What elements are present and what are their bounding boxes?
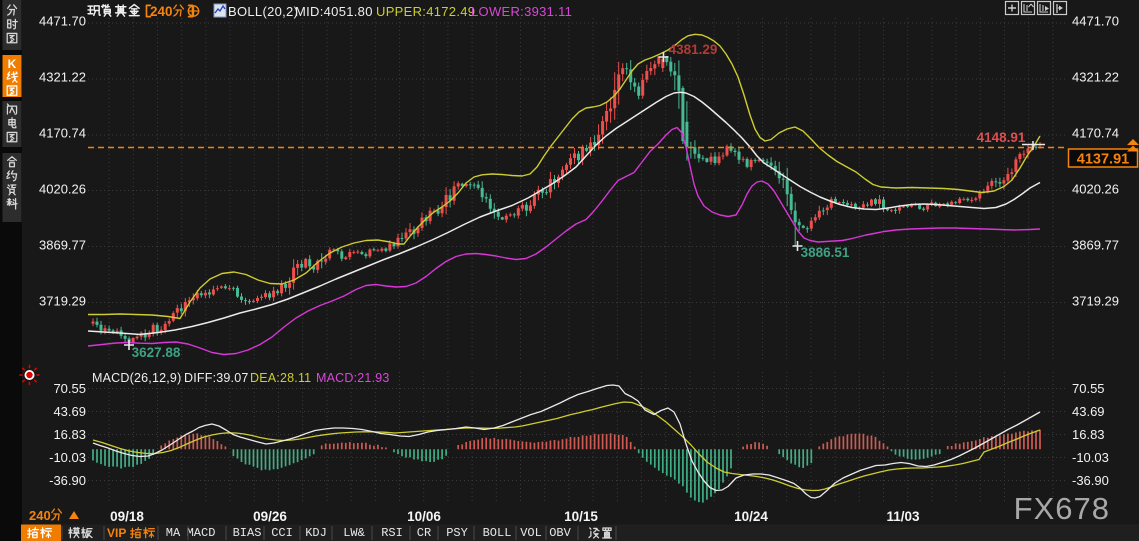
svg-text:3719.29: 3719.29 — [1072, 294, 1119, 309]
svg-text:UPPER:4172.49: UPPER:4172.49 — [376, 4, 475, 19]
svg-text:DIFF:39.07: DIFF:39.07 — [184, 371, 249, 385]
svg-text:240: 240 — [150, 4, 173, 19]
svg-text:3869.77: 3869.77 — [39, 238, 86, 253]
svg-text:3719.29: 3719.29 — [39, 294, 86, 309]
svg-text:-36.90: -36.90 — [1072, 473, 1109, 488]
svg-text:DEA:28.11: DEA:28.11 — [250, 371, 311, 385]
svg-text:4381.29: 4381.29 — [669, 42, 718, 57]
svg-text:43.69: 43.69 — [53, 404, 86, 419]
svg-text:VOL: VOL — [520, 526, 542, 540]
svg-text:4137.91: 4137.91 — [1077, 152, 1129, 168]
svg-text:3627.88: 3627.88 — [132, 345, 181, 360]
svg-text:4471.70: 4471.70 — [1072, 14, 1119, 29]
svg-text:4321.22: 4321.22 — [39, 70, 86, 85]
svg-text:4170.74: 4170.74 — [1072, 126, 1119, 141]
svg-text:K: K — [8, 57, 17, 71]
svg-text:09/18: 09/18 — [110, 509, 144, 524]
svg-text:BOLL(20,2): BOLL(20,2) — [228, 4, 298, 19]
svg-text:70.55: 70.55 — [53, 381, 86, 396]
svg-text:4148.91: 4148.91 — [977, 130, 1026, 145]
svg-text:4020.26: 4020.26 — [1072, 182, 1119, 197]
svg-text:4170.74: 4170.74 — [39, 126, 86, 141]
svg-text:-10.03: -10.03 — [49, 450, 86, 465]
svg-text:4471.70: 4471.70 — [39, 14, 86, 29]
svg-text:10/06: 10/06 — [407, 509, 441, 524]
svg-text:VIP: VIP — [107, 526, 126, 540]
svg-text:MA: MA — [166, 526, 181, 540]
svg-text:10/15: 10/15 — [564, 509, 598, 524]
svg-text:BOLL: BOLL — [483, 526, 512, 540]
svg-text:10/24: 10/24 — [734, 509, 768, 524]
svg-text:CCI: CCI — [271, 526, 293, 540]
svg-text:240: 240 — [29, 508, 51, 523]
svg-text:09/26: 09/26 — [253, 509, 287, 524]
svg-text:BIAS: BIAS — [233, 526, 262, 540]
svg-text:CR: CR — [417, 526, 431, 540]
svg-text:4020.26: 4020.26 — [39, 182, 86, 197]
svg-text:-10.03: -10.03 — [1072, 450, 1109, 465]
svg-text:11/03: 11/03 — [886, 509, 920, 524]
svg-text:OBV: OBV — [549, 526, 571, 540]
svg-text:43.69: 43.69 — [1072, 404, 1105, 419]
svg-text:LW&: LW& — [343, 526, 365, 540]
svg-text:MACD(26,12,9): MACD(26,12,9) — [92, 371, 181, 385]
svg-text:16.83: 16.83 — [1072, 427, 1105, 442]
svg-text:70.55: 70.55 — [1072, 381, 1105, 396]
svg-text:MID:4051.80: MID:4051.80 — [295, 4, 373, 19]
svg-text:3886.51: 3886.51 — [801, 245, 850, 260]
svg-text:16.83: 16.83 — [53, 427, 86, 442]
svg-text:LOWER:3931.11: LOWER:3931.11 — [471, 4, 572, 19]
svg-text:PSY: PSY — [446, 526, 468, 540]
svg-text:KDJ: KDJ — [305, 526, 327, 540]
svg-text:-36.90: -36.90 — [49, 473, 86, 488]
svg-text:3869.77: 3869.77 — [1072, 238, 1119, 253]
svg-text:FX678: FX678 — [1014, 491, 1110, 526]
svg-text:4321.22: 4321.22 — [1072, 70, 1119, 85]
svg-text:MACD: MACD — [187, 526, 216, 540]
svg-text:MACD:21.93: MACD:21.93 — [316, 371, 390, 385]
svg-text:RSI: RSI — [381, 526, 403, 540]
